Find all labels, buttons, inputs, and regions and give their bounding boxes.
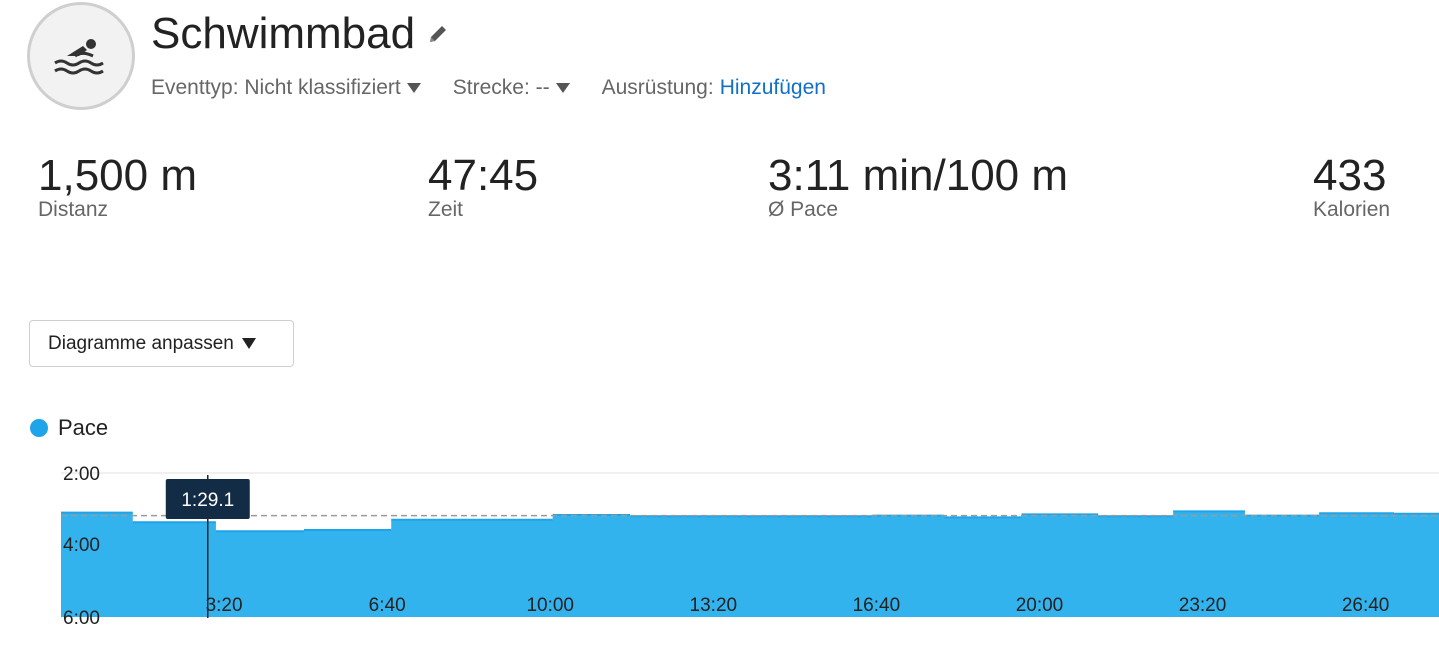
x-tick-label: 20:00: [1016, 595, 1064, 616]
chart-legend[interactable]: Pace: [30, 415, 108, 441]
stat-avg-pace: 3:11 min/100 m Ø Pace: [768, 150, 1068, 224]
legend-dot: [30, 419, 48, 437]
stat-distance: 1,500 m Distanz: [38, 150, 197, 224]
stat-label: Distanz: [38, 198, 109, 221]
stat-value: 3:11 min/100 m: [768, 151, 1069, 200]
stat-value: 47:45: [428, 151, 539, 200]
activity-title-text: Schwimmbad: [151, 9, 416, 58]
course-dropdown[interactable]: Strecke: --: [453, 76, 570, 100]
gear-field: Ausrüstung: Hinzufügen: [602, 76, 826, 100]
pace-area: [61, 511, 1439, 617]
caret-down-icon: [555, 83, 570, 93]
swimmer-icon: [54, 39, 104, 75]
y-tick-label: 6:00: [63, 608, 100, 629]
event-type-dropdown[interactable]: Eventtyp: Nicht klassifiziert: [151, 76, 421, 100]
x-tick-label: 10:00: [526, 595, 574, 616]
x-tick-label: 23:20: [1179, 595, 1227, 616]
pace-chart-svg[interactable]: 2:00 4:00 6:00 3:20 6:40 10:00 13:20 16:40 20:00…: [0, 455, 1439, 655]
stat-value: 433: [1313, 151, 1387, 200]
x-tick-label: 6:40: [369, 595, 406, 616]
gear-label: Ausrüstung:: [601, 76, 714, 99]
y-tick-label: 4:00: [63, 535, 100, 556]
x-tick-label: 13:20: [690, 595, 738, 616]
tooltip-box: [165, 479, 250, 519]
caret-down-icon: [241, 338, 256, 349]
activity-title: Schwimmbad: [151, 8, 449, 60]
stat-calories: 433 Kalorien: [1313, 150, 1390, 224]
y-tick-label: 2:00: [63, 464, 100, 485]
customize-charts-label: Diagramme anpassen: [48, 332, 234, 354]
add-gear-link[interactable]: Hinzufügen: [719, 76, 826, 99]
customize-charts-button[interactable]: Diagramme anpassen: [29, 320, 294, 367]
legend-label: Pace: [58, 415, 109, 440]
stat-label: Ø Pace: [768, 198, 839, 221]
stat-time: 47:45 Zeit: [428, 150, 538, 224]
activity-type-icon: [27, 2, 135, 110]
pace-chart[interactable]: 2:00 4:00 6:00 3:20 6:40 10:00 13:20 16:40 20:00…: [0, 455, 1439, 655]
stat-value: 1,500 m: [38, 151, 197, 200]
activity-meta-row: Eventtyp: Nicht klassifiziert Strecke: -…: [151, 74, 858, 102]
x-tick-label: 3:20: [206, 595, 243, 616]
x-tick-label: 16:40: [853, 595, 901, 616]
pencil-icon[interactable]: [427, 23, 449, 45]
x-tick-label: 26:40: [1342, 595, 1390, 616]
tooltip-value: 1:29.1: [181, 490, 234, 511]
event-type-label: Eventtyp: Nicht klassifiziert: [151, 76, 401, 99]
stat-label: Zeit: [428, 198, 464, 221]
stat-label: Kalorien: [1313, 198, 1391, 221]
course-label: Strecke: --: [452, 76, 550, 99]
caret-down-icon: [406, 83, 421, 93]
